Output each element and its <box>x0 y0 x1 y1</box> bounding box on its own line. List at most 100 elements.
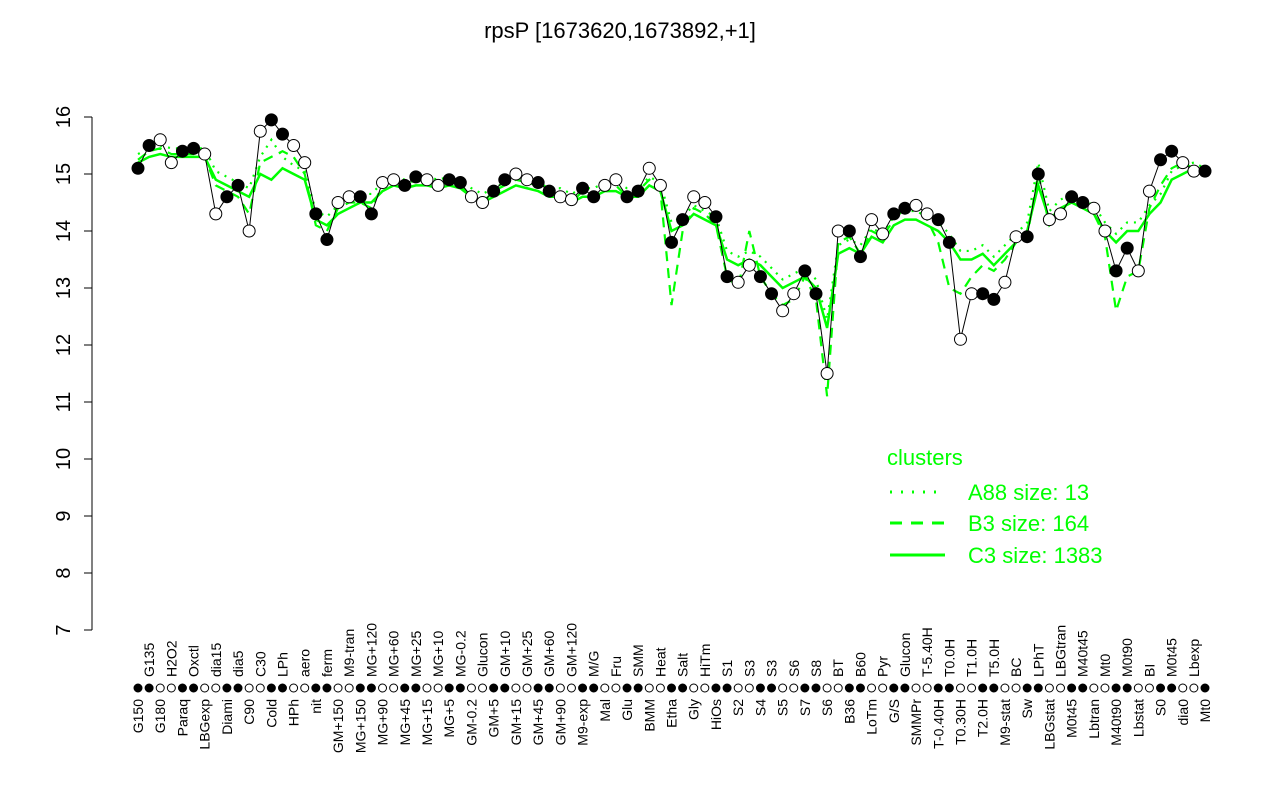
x-axis-marker <box>533 683 543 693</box>
x-tick-label: Oxctl <box>186 645 202 677</box>
x-tick-label: M0t45 <box>1164 638 1180 677</box>
x-tick-label: M/G <box>586 651 602 677</box>
x-axis-marker <box>778 683 788 693</box>
data-point <box>965 287 979 301</box>
x-axis-marker <box>478 683 488 693</box>
data-point <box>931 213 945 227</box>
data-point <box>1065 190 1079 204</box>
data-point <box>231 178 245 192</box>
x-tick-label: GM+150 <box>330 699 346 753</box>
x-axis-marker <box>400 683 410 693</box>
x-axis-marker <box>611 683 621 693</box>
x-tick-label: C30 <box>252 651 268 677</box>
x-axis-marker <box>744 683 754 693</box>
x-tick-label: LPh <box>274 652 290 677</box>
x-axis-marker <box>244 683 254 693</box>
data-point <box>142 139 156 152</box>
x-tick-label: M40t45 <box>1075 630 1091 677</box>
x-tick-label: BC <box>1008 658 1024 677</box>
data-point <box>409 170 423 184</box>
x-tick-label: G135 <box>141 643 157 677</box>
x-axis-marker <box>967 683 977 693</box>
data-point <box>753 270 767 284</box>
data-point <box>720 270 734 284</box>
x-axis-marker <box>1067 683 1077 693</box>
data-point <box>653 178 667 192</box>
data-point <box>620 190 634 204</box>
data-point <box>153 133 167 147</box>
x-axis-marker <box>189 683 199 693</box>
data-point <box>1109 264 1123 278</box>
x-axis-marker <box>889 683 899 693</box>
x-axis-marker <box>277 683 287 693</box>
x-axis-marker <box>255 683 265 693</box>
x-tick-label: LoTm <box>864 699 880 735</box>
data-point <box>353 190 367 204</box>
x-axis-marker <box>144 683 154 693</box>
x-tick-label: MG-0.2 <box>452 630 468 677</box>
data-point <box>275 127 289 141</box>
data-point <box>1198 164 1212 178</box>
x-tick-label: S1 <box>719 660 735 677</box>
x-axis-marker <box>333 683 343 693</box>
x-axis-marker <box>166 683 176 693</box>
x-tick-label: GM+90 <box>552 699 568 746</box>
data-point <box>953 332 967 346</box>
x-tick-label: aero <box>297 649 313 677</box>
x-tick-label: S2 <box>730 699 746 716</box>
data-point <box>309 207 323 221</box>
data-point <box>553 190 567 204</box>
x-axis-marker <box>222 683 232 693</box>
legend-title: clusters <box>887 445 963 470</box>
x-tick-label: G150 <box>130 699 146 733</box>
y-tick-label: 14 <box>53 220 75 242</box>
data-point <box>220 190 234 204</box>
legend-label-b3: B3 size: 164 <box>968 511 1089 536</box>
data-point <box>687 190 701 204</box>
x-tick-label: S3 <box>764 660 780 677</box>
data-point <box>731 275 745 289</box>
data-point <box>1154 153 1168 167</box>
data-point <box>320 233 334 247</box>
x-tick-label: HiOs <box>708 699 724 730</box>
y-axis: 7 8 9 10 11 12 13 14 15 16 <box>53 106 93 636</box>
data-point <box>131 161 145 175</box>
x-tick-label: Lbstat <box>1130 699 1146 737</box>
x-axis-marker <box>378 683 388 693</box>
x-axis-marker <box>489 683 499 693</box>
data-point <box>398 178 412 192</box>
x-axis-marker <box>1200 683 1210 693</box>
x-tick-label: dia15 <box>208 643 224 677</box>
x-tick-label: nit <box>308 699 324 714</box>
data-point <box>1042 213 1056 227</box>
x-tick-label: HiTm <box>697 644 713 677</box>
x-axis-marker <box>678 683 688 693</box>
x-tick-label: MG+5 <box>441 699 457 738</box>
data-point <box>175 144 189 158</box>
x-axis-marker <box>355 683 365 693</box>
y-tick-label: 8 <box>53 567 75 578</box>
x-tick-label: MG+120 <box>363 623 379 677</box>
x-tick-label: M9-stat <box>997 699 1013 746</box>
data-point <box>464 190 478 204</box>
x-axis-marker <box>900 683 910 693</box>
x-axis-marker <box>266 683 276 693</box>
data-point <box>742 258 756 272</box>
data-point <box>564 193 578 207</box>
data-point <box>1187 164 1201 178</box>
data-point <box>765 287 779 301</box>
x-axis-marker <box>711 683 721 693</box>
x-tick-label: S4 <box>752 699 768 716</box>
data-point <box>631 184 645 198</box>
x-axis-marker <box>344 683 354 693</box>
x-tick-label: Mt0 <box>1097 653 1113 677</box>
x-tick-label: MG+15 <box>419 699 435 746</box>
x-tick-label: MG+90 <box>375 699 391 746</box>
data-point <box>665 235 678 249</box>
x-axis-marker <box>211 683 221 693</box>
x-tick-label: Glu <box>619 699 635 721</box>
x-axis-marker <box>1044 683 1054 693</box>
data-point <box>998 275 1012 289</box>
data-point <box>542 184 556 198</box>
data-point <box>264 113 278 127</box>
